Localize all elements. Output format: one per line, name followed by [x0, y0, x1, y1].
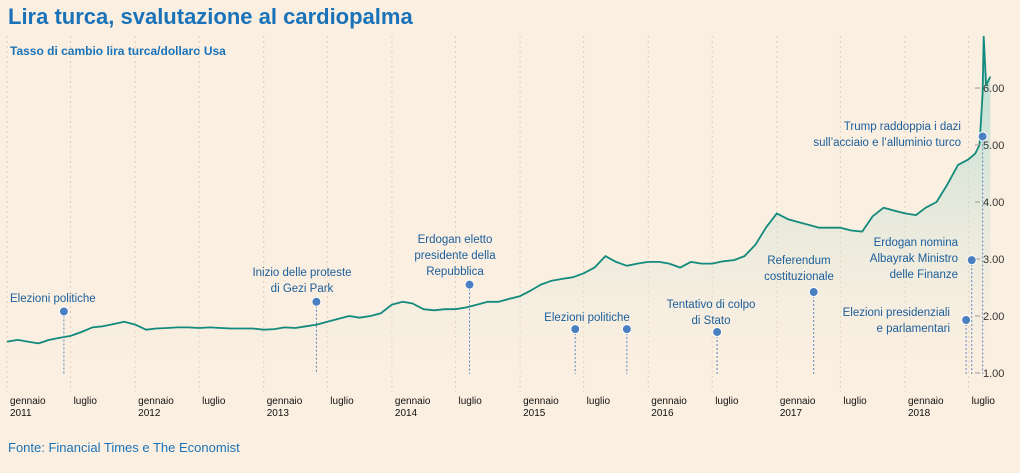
source-note: Fonte: Financial Times e The Economist	[8, 440, 240, 455]
x-tick-label: luglio	[330, 396, 354, 407]
x-tick-label: luglio	[458, 396, 482, 407]
chart-title: Lira turca, svalutazione al cardiopalma	[8, 4, 413, 29]
chart-subtitle: Tasso di cambio lira turca/dollaro Usa	[10, 44, 226, 58]
x-tick-label: luglio	[587, 396, 611, 407]
x-tick-label: gennaio 2016	[651, 396, 687, 419]
y-tick-label: 5.00	[983, 140, 1004, 152]
annotation-marker	[961, 314, 972, 325]
annotation-marker	[58, 306, 69, 317]
annotation-label: Elezioni presidenziali e parlamentari	[843, 307, 950, 335]
x-tick-label: gennaio 2015	[523, 396, 559, 419]
annotation-marker	[311, 296, 322, 307]
annotations: Elezioni politiche Inizio delle proteste d…	[10, 121, 988, 374]
x-axis: gennaio 2011 luglio gennaio 2012 luglio gennai…	[10, 396, 995, 419]
annotation-label: Erdogan eletto presidente della Repubblica	[414, 234, 496, 278]
series-line	[6, 35, 992, 345]
y-tick-label: 2.00	[983, 311, 1004, 323]
x-tick-label: luglio	[972, 396, 996, 407]
x-tick-label: gennaio 2013	[267, 396, 303, 419]
annotation-marker	[966, 255, 977, 266]
x-tick-label: gennaio 2017	[780, 396, 816, 419]
annotation-marker	[712, 326, 723, 337]
x-tick-label: gennaio 2012	[138, 396, 174, 419]
annotation-marker	[464, 279, 475, 290]
x-tick-label: gennaio 2011	[10, 396, 46, 419]
x-tick-label: luglio	[843, 396, 867, 407]
annotation-label: Referendum costituzionale	[764, 255, 834, 283]
x-tick-label: luglio	[715, 396, 739, 407]
annotation-label: Elezioni politiche	[544, 312, 630, 324]
x-tick-label: gennaio 2018	[908, 396, 944, 419]
x-tick-label: gennaio 2014	[395, 396, 431, 419]
x-tick-label: luglio	[74, 396, 98, 407]
x-tick-label: luglio	[202, 396, 226, 407]
series-area	[7, 36, 991, 373]
y-tick-label: 4.00	[983, 197, 1004, 209]
y-tick-label: 1.00	[983, 368, 1004, 380]
y-tick-label: 6.00	[983, 83, 1004, 95]
y-axis: 1.00 2.00 3.00 4.00 5.00 6.00	[975, 83, 1004, 380]
annotation-label: Erdogan nomina Albayrak Ministro delle Fin…	[870, 237, 959, 281]
annotation-marker	[570, 324, 581, 335]
line-layer	[6, 35, 992, 345]
annotation-marker	[977, 131, 988, 142]
annotation-marker	[621, 324, 632, 335]
annotation-label: Inizio delle proteste di Gezi Park	[252, 267, 351, 295]
annotation-label: Tentativo di colpo di Stato	[667, 299, 756, 327]
annotation-label: Elezioni politiche	[10, 293, 96, 305]
annotation-marker	[808, 287, 819, 298]
annotation-label: Trump raddoppia i dazi sull’acciaio e l’a…	[813, 121, 961, 149]
area-layer	[7, 36, 991, 373]
y-tick-label: 3.00	[983, 254, 1004, 266]
